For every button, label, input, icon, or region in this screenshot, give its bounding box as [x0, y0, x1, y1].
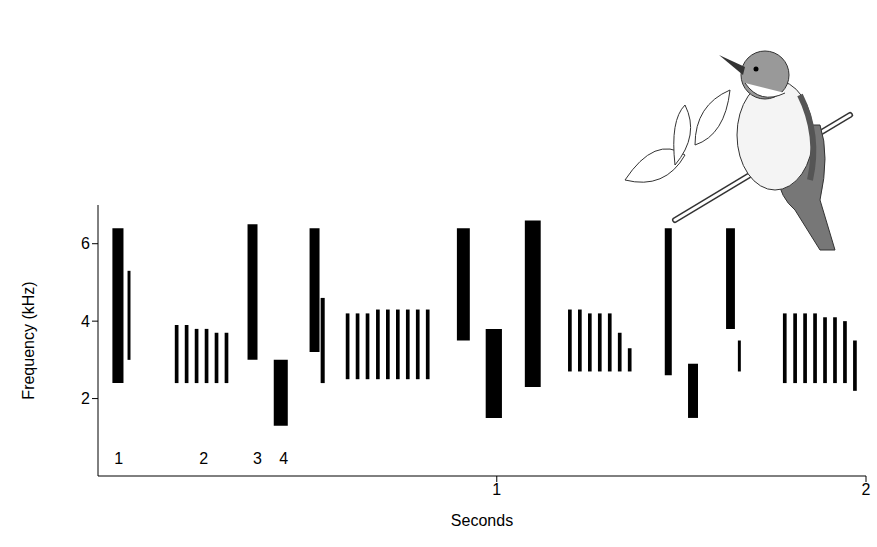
- svg-text:Seconds: Seconds: [451, 512, 513, 529]
- svg-text:4: 4: [279, 450, 288, 467]
- svg-text:6: 6: [81, 235, 90, 252]
- svg-text:2: 2: [81, 390, 90, 407]
- svg-text:1: 1: [114, 450, 123, 467]
- svg-text:4: 4: [81, 313, 90, 330]
- svg-text:2: 2: [862, 481, 871, 498]
- svg-text:2: 2: [199, 450, 208, 467]
- svg-text:Frequency (kHz): Frequency (kHz): [20, 281, 37, 399]
- svg-text:1: 1: [492, 481, 501, 498]
- svg-text:3: 3: [253, 450, 262, 467]
